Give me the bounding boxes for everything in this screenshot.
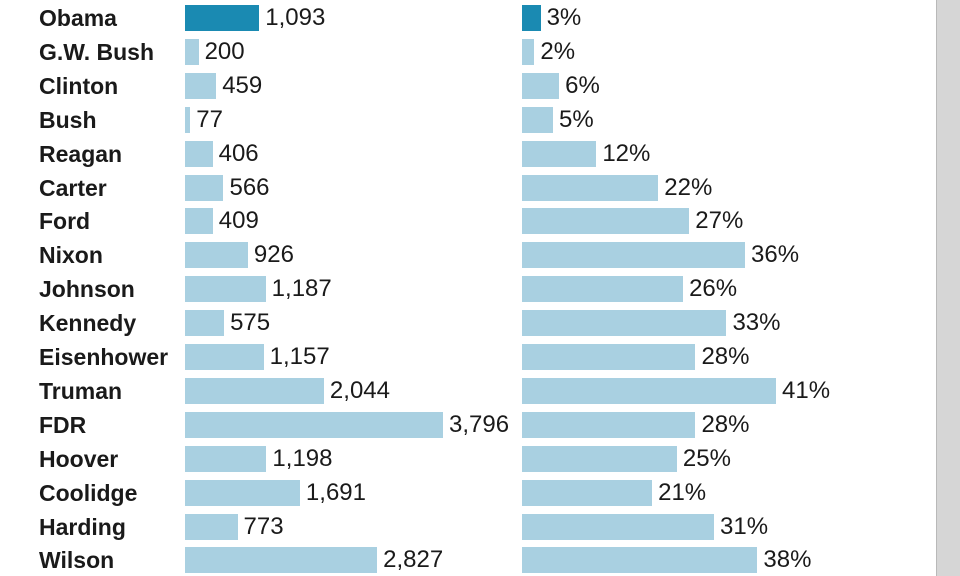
bar: [522, 344, 696, 370]
bar: [522, 242, 746, 269]
category-label: Reagan: [39, 140, 123, 167]
data-label: 25%: [682, 444, 731, 472]
bar: [522, 106, 553, 133]
bar: [522, 411, 696, 438]
bar-highlight: [185, 5, 260, 31]
category-label: Carter: [39, 174, 107, 201]
data-label: 21%: [658, 478, 707, 506]
category-label: Coolidge: [39, 479, 138, 506]
bar: [185, 106, 191, 133]
data-label: 1,157: [269, 343, 330, 370]
data-label: 406: [218, 139, 259, 167]
bar: [522, 445, 677, 472]
data-label: 566: [229, 173, 270, 201]
bar: [522, 38, 535, 65]
category-label: Harding: [39, 513, 126, 540]
data-label: 2,827: [383, 546, 444, 574]
data-label: 28%: [701, 410, 750, 438]
category-label: Obama: [39, 5, 117, 31]
category-label: Nixon: [39, 242, 103, 269]
bar: [185, 513, 238, 540]
bar: [522, 547, 758, 574]
data-label: 1,093: [265, 4, 326, 31]
data-label: 575: [230, 309, 271, 337]
bar: [185, 377, 324, 404]
category-label: Truman: [39, 377, 123, 404]
data-label: 28%: [701, 343, 750, 370]
category-label: Hoover: [39, 445, 119, 472]
data-label: 3,796: [449, 410, 510, 438]
category-label: G.W. Bush: [39, 38, 154, 65]
data-label: 200: [204, 37, 245, 65]
data-label: 773: [243, 512, 284, 540]
data-label: 77: [196, 105, 223, 133]
bar: [185, 411, 443, 438]
bar: [522, 174, 659, 201]
bar: [185, 310, 225, 337]
data-label: 38%: [763, 546, 812, 574]
bar-highlight: [522, 5, 541, 31]
category-label: Clinton: [39, 72, 119, 99]
bar: [522, 479, 653, 506]
bar: [185, 140, 213, 167]
category-label: Wilson: [39, 547, 115, 574]
data-label: 33%: [732, 309, 781, 337]
category-label: Ford: [39, 208, 91, 235]
category-label: Johnson: [39, 276, 135, 303]
right-frame: [936, 0, 960, 576]
category-label: FDR: [39, 411, 87, 438]
data-label: 2,044: [329, 376, 390, 404]
data-label: 1,198: [272, 444, 333, 472]
data-label: 409: [218, 207, 259, 235]
data-label: 36%: [751, 241, 800, 269]
bar: [522, 310, 727, 337]
category-label: Eisenhower: [39, 344, 169, 370]
data-label: 27%: [695, 207, 744, 235]
data-label: 926: [253, 241, 294, 269]
bar: [185, 38, 199, 65]
data-label: 12%: [602, 139, 651, 167]
data-label: 1,187: [271, 275, 332, 303]
bar: [185, 72, 217, 99]
data-label: 2%: [540, 37, 576, 65]
bar: [185, 479, 300, 506]
data-label: 22%: [664, 173, 713, 201]
bar: [522, 72, 560, 99]
category-label: Bush: [39, 106, 97, 133]
bar: [185, 242, 248, 269]
data-label: 41%: [782, 376, 831, 404]
data-label: 26%: [689, 275, 738, 303]
data-label: 31%: [720, 512, 769, 540]
bar: [185, 445, 267, 472]
data-label: 1,691: [305, 478, 366, 506]
bar: [185, 344, 264, 370]
bar: [522, 513, 715, 540]
bar: [522, 276, 684, 303]
bar: [522, 208, 690, 235]
bar: [185, 276, 266, 303]
data-label: 3%: [546, 4, 582, 31]
bar: [185, 208, 213, 235]
bar: [522, 377, 776, 404]
category-label: Kennedy: [39, 310, 137, 337]
bar: [185, 547, 378, 574]
data-label: 5%: [558, 105, 594, 133]
data-label: 6%: [565, 71, 600, 99]
data-label: 459: [222, 71, 263, 99]
bar: [185, 174, 224, 201]
bar: [522, 140, 597, 167]
